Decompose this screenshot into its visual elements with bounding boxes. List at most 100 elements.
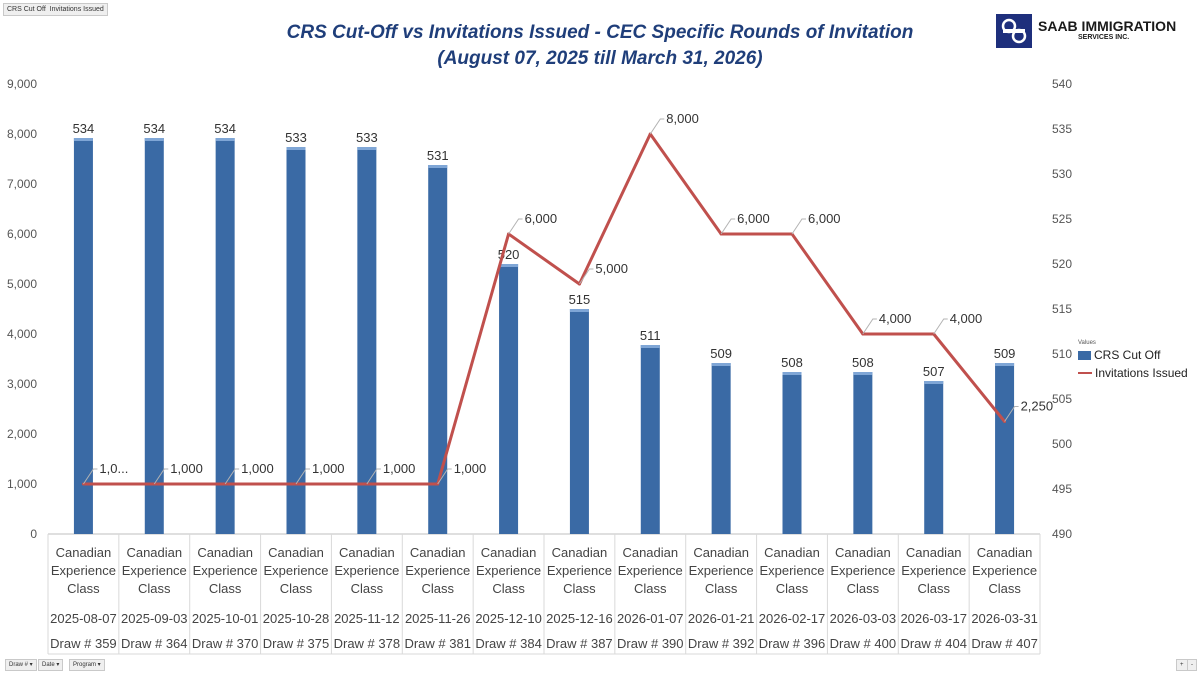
filter-date-button[interactable]: Date ▾: [38, 659, 64, 671]
y-right-tick-label: 530: [1052, 167, 1072, 181]
crs-bar: [144, 138, 164, 534]
category-draw-label: Draw # 359: [50, 636, 116, 651]
crs-bar: [924, 381, 944, 534]
crs-bar-cap: [73, 138, 93, 141]
crs-bar: [995, 363, 1015, 534]
category-draw-label: Draw # 370: [192, 636, 258, 651]
category-program-label: Canadian: [126, 545, 182, 560]
category-program-label: Experience: [122, 563, 187, 578]
legend-label-invitations: Invitations Issued: [1095, 366, 1188, 380]
invitations-label: 1,000: [312, 461, 345, 476]
category-program-label: Canadian: [835, 545, 891, 560]
crs-bar-cap: [286, 147, 306, 150]
crs-bar: [428, 165, 448, 534]
chart-title: CRS Cut-Off vs Invitations Issued - CEC …: [286, 22, 914, 43]
invitations-label: 6,000: [737, 211, 770, 226]
crs-bar: [853, 372, 873, 534]
category-program-label: Canadian: [764, 545, 820, 560]
category-program-label: Class: [209, 581, 242, 596]
category-program-label: Experience: [263, 563, 328, 578]
category-program-label: Class: [988, 581, 1021, 596]
filter-tab-crs[interactable]: CRS Cut Off: [7, 6, 46, 13]
category-program-label: Canadian: [622, 545, 678, 560]
y-right-tick-label: 540: [1052, 77, 1072, 91]
filter-draw-button[interactable]: Draw # ▾: [5, 659, 37, 671]
y-right-tick-label: 495: [1052, 482, 1072, 496]
crs-bar: [782, 372, 802, 534]
crs-bar-label: 534: [143, 121, 165, 136]
invitations-label: 4,000: [879, 311, 912, 326]
category-program-label: Canadian: [552, 545, 608, 560]
category-program-label: Class: [67, 581, 100, 596]
crs-bar-label: 533: [356, 130, 378, 145]
category-date-label: 2025-08-07: [50, 611, 117, 626]
invitations-leader: [153, 468, 169, 485]
legend-item-invitations[interactable]: Invitations Issued: [1078, 364, 1188, 382]
y-right-tick-label: 535: [1052, 122, 1072, 136]
category-date-label: 2026-03-31: [971, 611, 1038, 626]
category-date-label: 2026-01-07: [617, 611, 684, 626]
category-program-label: Class: [634, 581, 667, 596]
crs-bar: [640, 345, 660, 534]
crs-bar-cap: [357, 147, 377, 150]
category-date-label: 2025-11-12: [334, 611, 400, 626]
crs-bar-label: 507: [923, 364, 945, 379]
invitations-leader: [1004, 406, 1019, 422]
filter-program-button[interactable]: Program ▾: [69, 659, 105, 671]
legend: Values CRS Cut Off Invitations Issued: [1078, 340, 1188, 382]
category-date-label: 2025-11-26: [405, 611, 471, 626]
crs-bar-cap: [640, 345, 660, 348]
invitations-label: 1,000: [383, 461, 416, 476]
category-program-label: Experience: [759, 563, 824, 578]
invitations-line: [83, 132, 1006, 486]
invitations-label: 8,000: [666, 111, 699, 126]
invitations-label: 1,000: [170, 461, 203, 476]
category-draw-label: Draw # 400: [830, 636, 896, 651]
invitations-leader: [720, 218, 736, 235]
zoom-out-button[interactable]: -: [1187, 659, 1197, 671]
filter-tab-bar[interactable]: CRS Cut Off Invitations Issued: [3, 3, 108, 16]
invitations-leader: [83, 468, 98, 485]
category-draw-label: Draw # 390: [617, 636, 683, 651]
invitations-label: 1,000: [241, 461, 274, 476]
invitations-leader: [579, 268, 594, 285]
crs-bar: [286, 147, 306, 534]
crs-bar-label: 531: [427, 148, 449, 163]
category-program-label: Experience: [689, 563, 754, 578]
category-program-label: Experience: [901, 563, 966, 578]
category-program-label: Canadian: [339, 545, 395, 560]
category-program-label: Experience: [193, 563, 258, 578]
filter-tab-invitations[interactable]: Invitations Issued: [49, 6, 104, 13]
category-draw-label: Draw # 364: [121, 636, 187, 651]
category-program-label: Class: [776, 581, 809, 596]
category-program-label: Canadian: [906, 545, 962, 560]
bar-swatch-icon: [1078, 350, 1091, 360]
crs-bar: [215, 138, 235, 534]
category-date-label: 2026-02-17: [759, 611, 826, 626]
y-right-tick-label: 510: [1052, 347, 1072, 361]
legend-item-crs[interactable]: CRS Cut Off: [1078, 346, 1188, 364]
category-date-label: 2026-03-17: [900, 611, 967, 626]
category-draw-label: Draw # 404: [900, 636, 966, 651]
category-draw-label: Draw # 378: [334, 636, 400, 651]
category-program-label: Experience: [476, 563, 541, 578]
crs-bar-cap: [215, 138, 235, 141]
logo-subtitle: SERVICES INC.: [1078, 34, 1130, 41]
crs-bar: [499, 264, 519, 534]
crs-bar-cap: [995, 363, 1015, 366]
invitations-leader: [862, 318, 877, 335]
category-program-label: Experience: [405, 563, 470, 578]
crs-bar-label: 534: [214, 121, 236, 136]
invitations-label: 1,000: [454, 461, 487, 476]
y-left-tick-label: 2,000: [7, 427, 37, 441]
category-program-label: Class: [563, 581, 596, 596]
y-left-tick-label: 0: [30, 527, 37, 541]
crs-bar-label: 509: [994, 346, 1016, 361]
category-program-label: Class: [138, 581, 171, 596]
zoom-in-button[interactable]: +: [1176, 659, 1188, 671]
category-program-label: Experience: [334, 563, 399, 578]
category-program-label: Canadian: [410, 545, 466, 560]
crs-bar-cap: [782, 372, 802, 375]
crs-bar: [357, 147, 377, 534]
